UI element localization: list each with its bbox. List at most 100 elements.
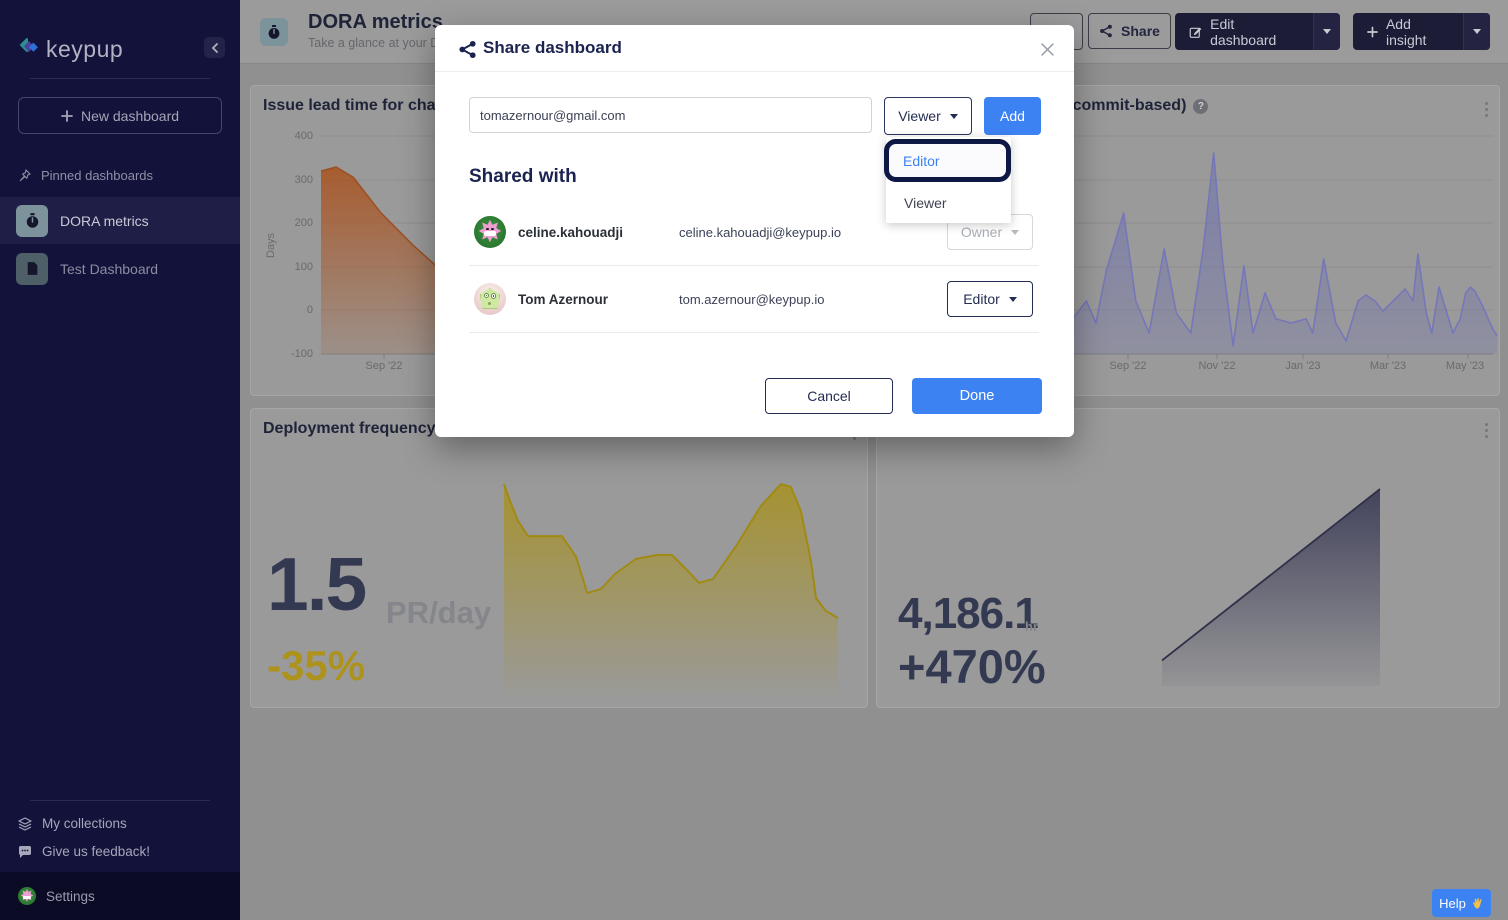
done-button[interactable]: Done xyxy=(912,378,1042,414)
divider xyxy=(30,78,210,79)
metric-hours-chart xyxy=(1161,488,1381,686)
member-avatar xyxy=(474,283,506,315)
big-value-unit: hr xyxy=(1025,619,1038,634)
new-dashboard-button[interactable]: New dashboard xyxy=(18,97,222,134)
member-row xyxy=(474,283,506,315)
chevron-left-icon xyxy=(211,42,218,53)
sidebar-item-label: DORA metrics xyxy=(60,212,149,229)
role-option-editor[interactable]: Editor xyxy=(884,139,1011,182)
x-tick: Sep '22 xyxy=(1109,360,1147,372)
sidebar-item-label: Test Dashboard xyxy=(60,260,159,277)
member-avatar xyxy=(474,216,506,248)
member-email: tom.azernour@keypup.io xyxy=(679,292,825,307)
edit-dashboard-split-button[interactable]: Edit dashboard xyxy=(1175,13,1340,50)
waving-hand-icon xyxy=(1473,897,1482,909)
add-button[interactable]: Add xyxy=(984,97,1041,135)
y-tick: 200 xyxy=(294,217,313,229)
big-value: 1.5 xyxy=(267,542,367,626)
settings-button[interactable]: Settings xyxy=(0,872,240,920)
caret-down-icon xyxy=(1011,229,1020,235)
caret-down-icon xyxy=(1473,29,1482,34)
x-tick: Nov '22 xyxy=(1198,360,1236,372)
caret-down-icon xyxy=(949,113,958,119)
delta-value: +470% xyxy=(898,640,1046,693)
feedback-label: Give us feedback! xyxy=(42,844,151,859)
share-icon xyxy=(459,40,476,59)
add-insight-caret-button[interactable] xyxy=(1463,13,1490,50)
page-title: DORA metrics xyxy=(308,11,443,33)
share-button[interactable]: Share xyxy=(1088,13,1171,49)
page-subtitle: Take a glance at your De xyxy=(308,36,447,50)
delta-value: -35% xyxy=(267,642,366,689)
my-collections-label: My collections xyxy=(42,816,127,831)
x-tick: May '23 xyxy=(1445,360,1485,372)
x-tick: Jan '23 xyxy=(1285,360,1321,372)
card-menu-button[interactable] xyxy=(1481,419,1492,442)
pinned-dashboards-heading: Pinned dashboards xyxy=(18,168,153,183)
dashboard-icon-tile xyxy=(260,18,288,46)
sidebar-item-dora-metrics[interactable]: DORA metrics xyxy=(0,197,240,244)
divider xyxy=(30,800,210,801)
pin-icon xyxy=(19,169,31,182)
dashboard-tile xyxy=(16,204,48,237)
my-collections-link[interactable]: My collections xyxy=(18,816,127,831)
y-tick: 300 xyxy=(294,174,313,186)
close-icon[interactable] xyxy=(1036,38,1058,60)
keypup-logo-icon xyxy=(20,38,38,52)
y-axis-label: Days xyxy=(265,232,277,258)
sidebar-collapse-button[interactable] xyxy=(204,37,225,58)
share-email-input[interactable] xyxy=(469,97,872,133)
help-label: Help xyxy=(1439,895,1466,911)
feedback-link[interactable]: Give us feedback! xyxy=(18,844,150,859)
cancel-button[interactable]: Cancel xyxy=(765,378,893,414)
divider xyxy=(469,265,1039,266)
y-tick: -100 xyxy=(290,348,313,360)
user-avatar xyxy=(18,887,36,905)
add-insight-split-button[interactable]: Add insight xyxy=(1353,13,1490,50)
share-icon xyxy=(1100,24,1112,38)
file-icon xyxy=(27,262,38,275)
role-selector-button[interactable]: Viewer xyxy=(884,97,972,135)
new-dashboard-label: New dashboard xyxy=(80,107,180,124)
member-row xyxy=(474,216,506,248)
card-metric-hours: 4,186.1 hr +470% xyxy=(876,408,1500,708)
caret-down-icon xyxy=(1008,296,1017,302)
x-tick: Sep '22 xyxy=(365,360,403,372)
add-insight-button[interactable]: Add insight xyxy=(1353,13,1463,50)
edit-dashboard-button[interactable]: Edit dashboard xyxy=(1175,13,1313,50)
dashboard-tile xyxy=(16,252,48,285)
shared-with-heading: Shared with xyxy=(469,166,577,187)
y-tick: 0 xyxy=(306,304,313,316)
layers-icon xyxy=(18,816,32,831)
role-option-viewer[interactable]: Viewer xyxy=(904,194,947,211)
card-title: Deployment frequency xyxy=(263,420,436,437)
caret-down-icon xyxy=(1322,29,1331,34)
card-title: Issue lead time for changes xyxy=(263,97,473,114)
card-menu-button[interactable] xyxy=(1481,98,1492,121)
stopwatch-icon xyxy=(26,213,38,228)
divider xyxy=(435,71,1074,72)
share-button-label: Share xyxy=(1121,23,1160,39)
big-value: 4,186.1 xyxy=(898,589,1039,638)
big-value-unit: PR/day xyxy=(386,595,492,630)
sidebar: keypup New dashboard Pinned dashboards xyxy=(0,0,240,920)
sidebar-item-test-dashboard[interactable]: Test Dashboard xyxy=(0,245,240,292)
edit-dashboard-caret-button[interactable] xyxy=(1312,13,1340,50)
member-name: celine.kahouadji xyxy=(518,225,624,240)
edit-dashboard-label: Edit dashboard xyxy=(1210,15,1277,48)
deployment-frequency-chart xyxy=(503,483,839,699)
edit-icon xyxy=(1189,26,1202,38)
member-email: celine.kahouadji@keypup.io xyxy=(679,225,842,240)
modal-title: Share dashboard xyxy=(483,38,622,57)
help-icon[interactable]: ? xyxy=(1193,98,1209,114)
chat-icon xyxy=(19,845,31,858)
stopwatch-icon xyxy=(268,25,280,39)
plus-icon xyxy=(61,109,73,122)
x-tick: Mar '23 xyxy=(1369,360,1407,372)
y-tick: 100 xyxy=(294,261,313,273)
member-role-select-editor[interactable]: Editor xyxy=(947,281,1033,317)
member-name: Tom Azernour xyxy=(518,292,608,307)
plus-icon xyxy=(1367,26,1378,37)
help-button[interactable]: Help xyxy=(1432,889,1491,917)
